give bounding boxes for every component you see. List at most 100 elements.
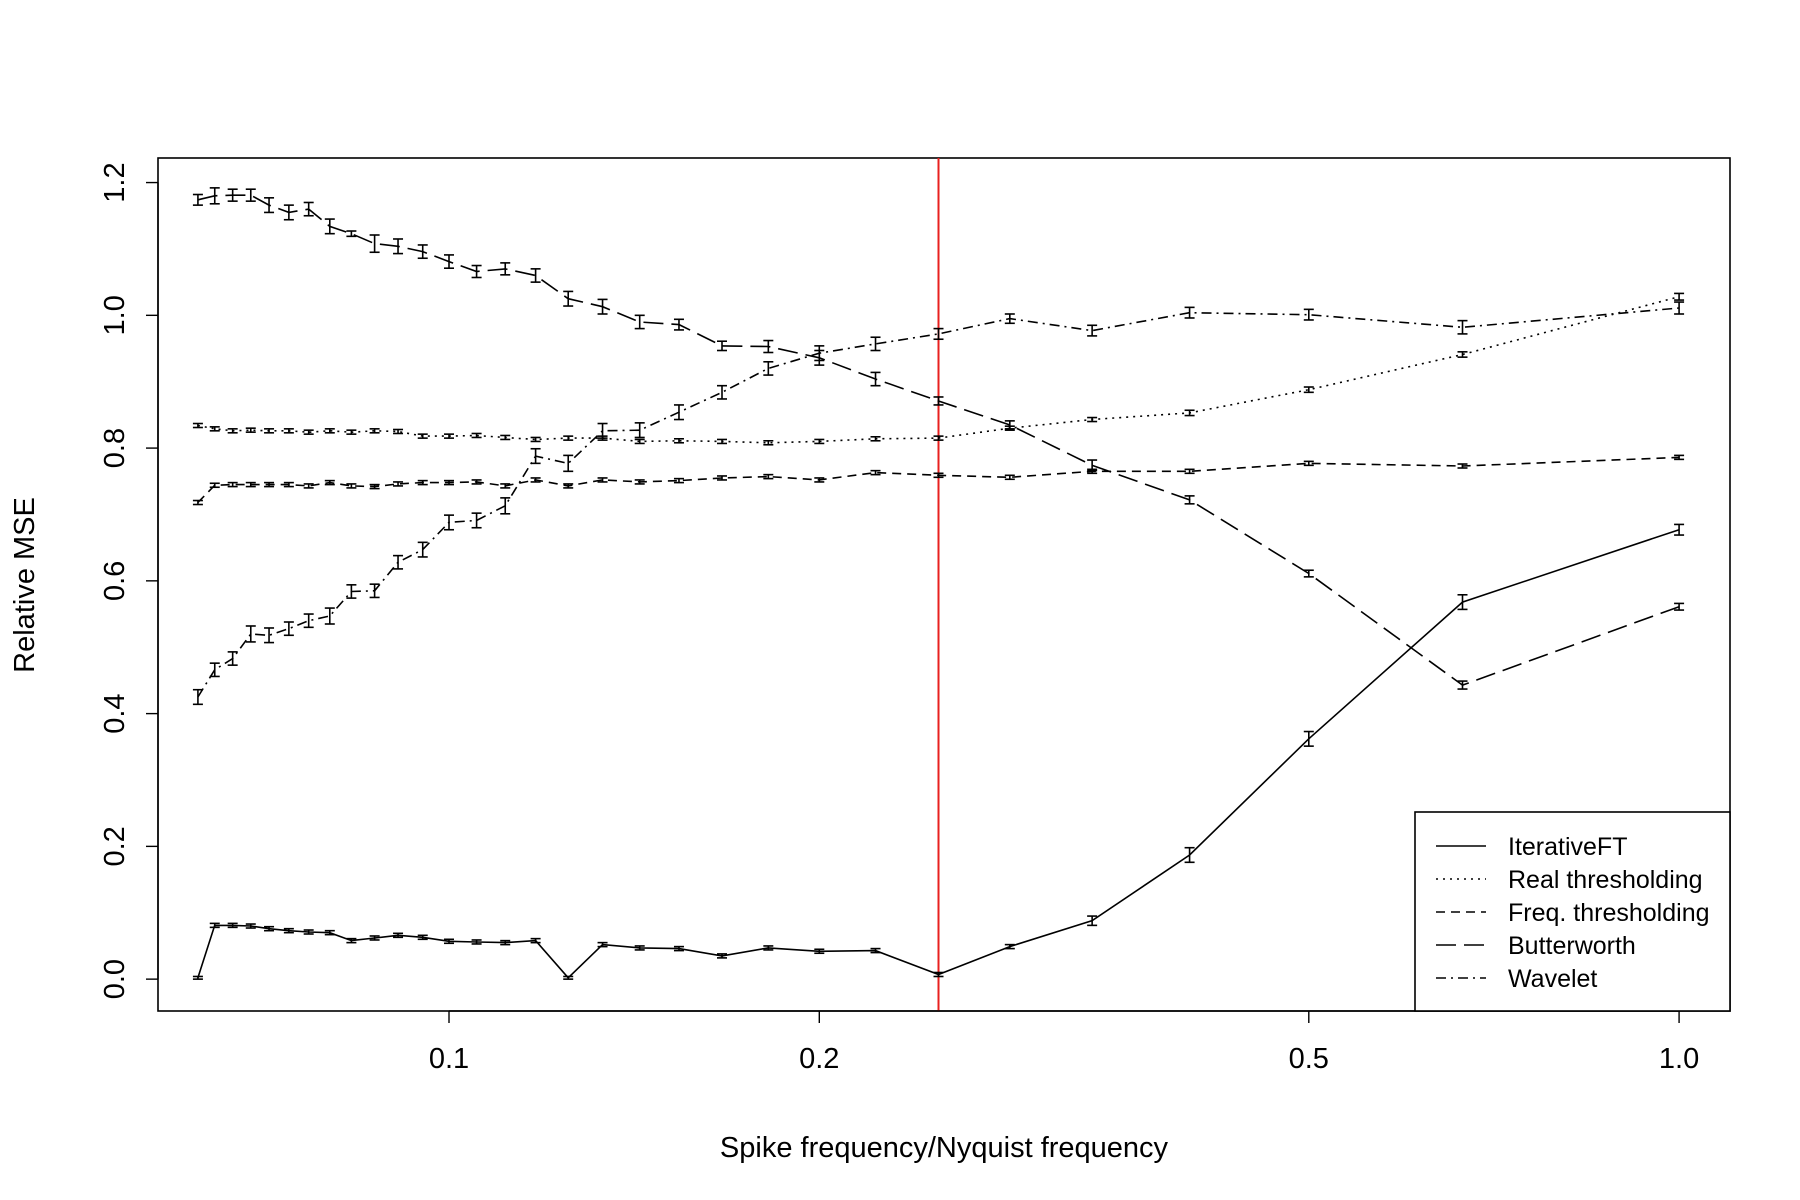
error-bar [673, 437, 684, 444]
error-bar [393, 481, 404, 487]
error-bar [264, 627, 275, 644]
error-bar [933, 435, 944, 441]
error-bar [717, 438, 728, 445]
error-bar [346, 483, 357, 489]
y-tick-label: 0.4 [99, 693, 131, 733]
error-bar [870, 371, 881, 387]
error-bar [1184, 409, 1195, 417]
error-bar [192, 499, 203, 506]
error-bar [717, 384, 728, 400]
error-bar [530, 436, 541, 443]
error-bar [209, 426, 220, 432]
error-bar [1184, 468, 1195, 475]
error-bar [673, 477, 684, 484]
error-bar [303, 429, 314, 435]
error-bar [1004, 313, 1015, 325]
error-bar [192, 193, 203, 206]
error-bar [1674, 292, 1685, 301]
error-bar [1087, 416, 1098, 423]
error-bar [1674, 602, 1685, 611]
error-bar [346, 429, 357, 435]
error-bar [1303, 569, 1314, 578]
error-bar [673, 404, 684, 421]
error-bar [530, 477, 541, 483]
error-bar [870, 947, 881, 954]
error-bar [245, 923, 256, 929]
error-bar [933, 971, 944, 978]
error-bar [763, 339, 774, 354]
series-layer [192, 187, 1685, 980]
error-bar [346, 230, 357, 238]
error-bar [369, 234, 380, 254]
error-bar [634, 438, 645, 445]
error-bar [500, 483, 511, 489]
series-freq-thresholding [192, 454, 1685, 506]
error-bar [471, 432, 482, 439]
error-bar [1004, 943, 1015, 950]
error-bar [417, 433, 428, 439]
error-bar [346, 937, 357, 944]
error-bar [634, 422, 645, 439]
error-bar [417, 479, 428, 486]
error-bar [227, 428, 238, 434]
error-bar [814, 438, 825, 445]
error-bar [369, 483, 380, 490]
x-tick-label: 1.0 [1659, 1043, 1699, 1075]
error-bar [417, 244, 428, 260]
error-bar [227, 922, 238, 929]
y-axis-label: Relative MSE [9, 497, 41, 673]
error-bar [1457, 463, 1468, 469]
error-bar [283, 481, 294, 488]
error-bar [500, 497, 511, 515]
y-tick-label: 0.6 [99, 561, 131, 601]
error-bar [393, 932, 404, 939]
error-bar [209, 922, 220, 929]
legend-item: Butterworth [1436, 932, 1636, 960]
error-bar [324, 929, 335, 936]
error-bar [324, 607, 335, 625]
error-bar [1303, 386, 1314, 394]
error-bar [717, 953, 728, 959]
error-bar [763, 945, 774, 951]
error-bar [283, 621, 294, 637]
error-bar [245, 427, 256, 433]
error-bar [369, 583, 380, 599]
error-bar [393, 428, 404, 435]
y-tick-label: 0.2 [99, 826, 131, 866]
error-bar [444, 514, 455, 531]
error-bar [192, 975, 203, 980]
error-bar [1087, 324, 1098, 337]
series-wavelet [192, 301, 1685, 706]
error-bar [444, 433, 455, 439]
error-bar [717, 475, 728, 481]
error-bar [1184, 495, 1195, 505]
error-bar [597, 298, 608, 315]
error-bar [303, 483, 314, 489]
error-bar [1184, 846, 1195, 864]
legend-label: Wavelet [1508, 965, 1597, 993]
x-axis: 0.1 0.2 0.5 1.0 [429, 1010, 1699, 1075]
error-bar [1457, 319, 1468, 335]
error-bar [283, 204, 294, 221]
error-bar [324, 218, 335, 235]
error-bar [303, 201, 314, 217]
error-bar [563, 483, 574, 489]
error-bar [264, 481, 275, 488]
y-tick-label: 1.0 [99, 295, 131, 335]
x-tick-label: 0.1 [429, 1043, 469, 1075]
error-bar [870, 436, 881, 442]
legend-label: Freq. thresholding [1508, 899, 1710, 927]
error-bar [1674, 454, 1685, 461]
error-bar [500, 262, 511, 276]
error-bar [393, 238, 404, 255]
error-bar [245, 625, 256, 643]
y-tick-label: 1.2 [99, 162, 131, 202]
error-bar [1457, 593, 1468, 611]
error-bar [530, 268, 541, 283]
error-bar [245, 481, 256, 488]
error-bar [227, 188, 238, 202]
error-bar [1004, 474, 1015, 481]
error-bar [444, 254, 455, 269]
error-bar [1674, 523, 1685, 536]
error-bar [763, 360, 774, 376]
